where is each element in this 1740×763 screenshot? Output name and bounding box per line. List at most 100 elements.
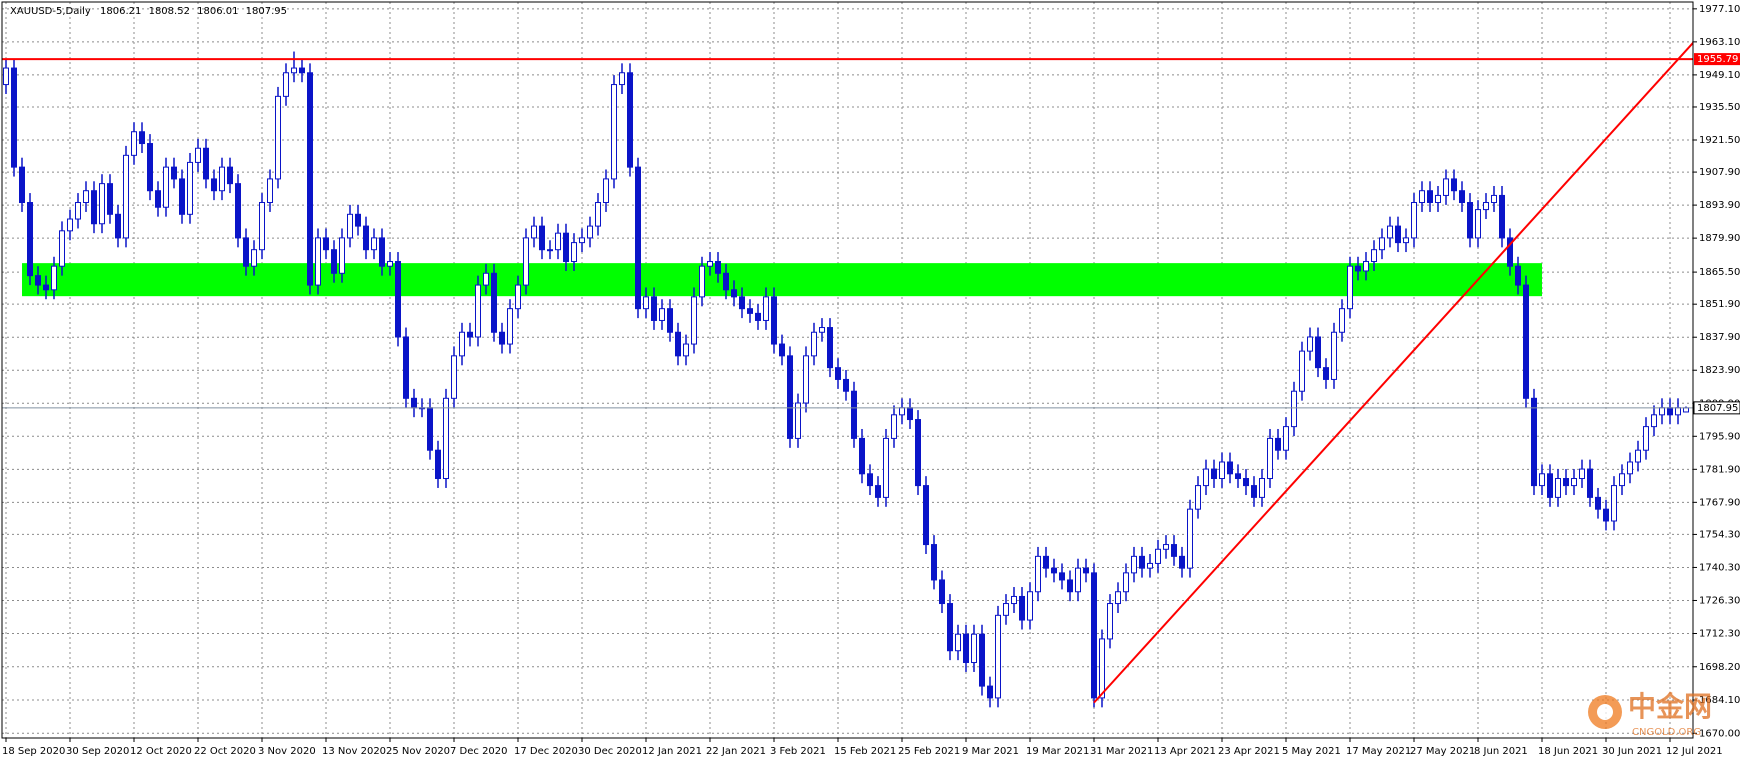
candle-body xyxy=(603,178,609,204)
candle-body xyxy=(1515,265,1521,286)
candle-body xyxy=(507,308,513,345)
candle-body xyxy=(475,284,481,338)
candle-body xyxy=(1067,579,1073,593)
candle-body xyxy=(915,419,921,487)
x-tick-label: 18 Sep 2020 xyxy=(2,746,65,757)
candle-body xyxy=(99,183,105,225)
candle-body xyxy=(683,343,689,357)
candle-body xyxy=(795,402,801,439)
candle-body xyxy=(955,633,961,652)
header-low: 1806.01 xyxy=(197,6,238,17)
candle-body xyxy=(43,284,49,291)
candle-body xyxy=(1363,260,1369,272)
candle-body xyxy=(283,72,289,97)
x-tick-label: 22 Jan 2021 xyxy=(706,746,766,757)
candle-body xyxy=(291,67,297,74)
candle-body xyxy=(195,147,201,163)
x-tick-label: 3 Nov 2020 xyxy=(258,746,316,757)
candle-body xyxy=(931,544,937,581)
candle-body xyxy=(1531,397,1537,487)
candle-body xyxy=(1019,595,1025,621)
candle-body xyxy=(1115,591,1121,605)
candle-body xyxy=(459,331,465,357)
y-tick-label: 1740.30 xyxy=(1699,562,1740,573)
candle-body xyxy=(707,260,713,267)
candle-body xyxy=(1003,603,1009,616)
candle-body xyxy=(1251,485,1257,498)
candle-body xyxy=(651,296,657,321)
candle-body xyxy=(1227,461,1233,475)
candle-body xyxy=(1643,426,1649,451)
candle-body xyxy=(451,355,457,399)
x-tick-label: 30 Dec 2020 xyxy=(578,746,642,757)
y-tick-label: 1670.00 xyxy=(1699,728,1740,739)
candle-body xyxy=(1483,202,1489,211)
candle-body xyxy=(611,84,617,180)
candle-body xyxy=(1451,178,1457,192)
candle-body xyxy=(1011,595,1017,605)
candle-body xyxy=(1243,478,1249,487)
candle-body xyxy=(267,178,273,204)
candle-body xyxy=(1123,572,1129,593)
x-tick-label: 18 Jun 2021 xyxy=(1538,746,1598,757)
axes: 1977.10 1963.10 1949.10 1935.50 1921.50 1907.… xyxy=(2,4,1740,757)
candle-body xyxy=(1475,209,1481,239)
candle-body xyxy=(771,296,777,345)
candle-body xyxy=(1131,555,1137,574)
candle-body xyxy=(1315,336,1321,369)
watermark: 中金网 CNGOLD.ORG xyxy=(1588,690,1712,738)
candle-body xyxy=(723,272,729,291)
candle-body xyxy=(499,331,505,345)
candle-body xyxy=(515,284,521,310)
x-tick-label: 13 Nov 2020 xyxy=(322,746,386,757)
candle-body xyxy=(1371,249,1377,262)
candle-body xyxy=(219,166,225,192)
candle-body xyxy=(563,232,569,262)
header-high: 1808.52 xyxy=(149,6,190,17)
candle-body xyxy=(467,331,473,338)
candle-body xyxy=(843,378,849,392)
candle-body xyxy=(1411,202,1417,239)
candle-body xyxy=(1459,190,1465,204)
candle-body xyxy=(1091,572,1097,699)
x-tick-label: 5 May 2021 xyxy=(1282,746,1341,757)
candle-body xyxy=(1147,562,1153,569)
candle-body xyxy=(75,202,81,220)
candle-body xyxy=(1187,508,1193,569)
candle-body xyxy=(187,161,193,215)
candle-body xyxy=(539,225,545,251)
candle-body xyxy=(883,437,889,498)
candle-body xyxy=(1547,473,1553,498)
candle-body xyxy=(1171,544,1177,557)
candle-body xyxy=(1507,237,1513,267)
candle-body xyxy=(675,331,681,357)
x-tick-label: 30 Sep 2020 xyxy=(66,746,129,757)
candle-body xyxy=(123,154,129,239)
y-tick-label: 1837.90 xyxy=(1699,332,1740,343)
candle-body xyxy=(491,272,497,333)
candle-body xyxy=(1427,190,1433,204)
watermark-logo-inner xyxy=(1597,704,1613,720)
candle-body xyxy=(1027,591,1033,621)
candle-body xyxy=(11,67,17,168)
candle-body xyxy=(643,296,649,310)
candle-body xyxy=(1523,284,1529,399)
candle-body xyxy=(427,407,433,451)
candle-body xyxy=(763,296,769,321)
y-tick-label: 1935.50 xyxy=(1699,102,1740,113)
candle-body xyxy=(1571,478,1577,487)
x-tick-label: 9 Mar 2021 xyxy=(962,746,1019,757)
candle-body xyxy=(1355,265,1361,272)
y-tick-label: 1865.50 xyxy=(1699,267,1740,278)
header-open: 1806.21 xyxy=(100,6,141,17)
candle-body xyxy=(1563,478,1569,487)
y-tick-label: 1851.90 xyxy=(1699,299,1740,310)
candle-body xyxy=(1195,485,1201,510)
candle-body xyxy=(1323,367,1329,380)
candle-body xyxy=(1419,190,1425,204)
y-tick-label: 1712.30 xyxy=(1699,628,1740,639)
candle-body xyxy=(827,327,833,369)
y-tick-label: 1726.30 xyxy=(1699,595,1740,606)
candle-body xyxy=(1387,225,1393,239)
candle-body xyxy=(987,685,993,699)
